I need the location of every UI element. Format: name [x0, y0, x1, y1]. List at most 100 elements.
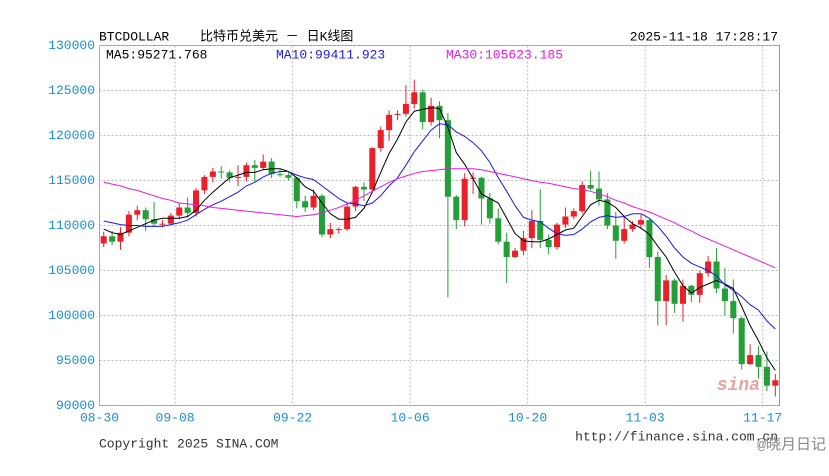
candle-body [285, 175, 292, 178]
x-tick-label: 11-03 [626, 410, 665, 425]
candle-body [352, 186, 359, 207]
candle-body [503, 241, 510, 257]
candle-body [234, 176, 242, 178]
candle-body [402, 104, 409, 114]
candle-body [486, 198, 493, 219]
candle-body [453, 196, 460, 221]
candle-body [461, 178, 468, 221]
candle-body [663, 280, 670, 302]
candle-body [721, 288, 728, 302]
candle-body [293, 177, 300, 202]
candle-body [696, 273, 703, 295]
candle-body [436, 105, 443, 121]
candle-body [377, 130, 384, 149]
y-tick-label: 125000 [48, 83, 95, 98]
candle-body [302, 201, 309, 208]
candle-body [478, 177, 485, 199]
timestamp: 2025-11-18 17:28:17 [630, 29, 778, 44]
candle-body [646, 220, 653, 257]
x-tick-label: 08-30 [80, 410, 119, 425]
x-tick-label: 11-17 [743, 410, 782, 425]
plot-area: 90000 95000 100000 105000 110000 115000 120000… [48, 38, 782, 426]
legend-entry: MA5:95271.768 [106, 47, 207, 62]
candle-body [176, 207, 183, 216]
candle-body [747, 355, 754, 365]
candle-body [562, 216, 569, 225]
symbol: BTCDOLLAR [99, 29, 169, 44]
candle-body [637, 220, 645, 225]
candle-body [310, 195, 317, 208]
candle-body [193, 190, 200, 213]
candle-body [184, 207, 191, 213]
candle-body [554, 224, 561, 248]
candle-body [679, 285, 686, 304]
candle-body [369, 148, 376, 190]
watermark: sina [717, 376, 760, 396]
candle-body [125, 214, 132, 233]
candle-body [705, 261, 712, 274]
candle-body [495, 218, 502, 242]
candle-body [428, 105, 435, 122]
candle-body [251, 165, 258, 168]
candle-body [772, 380, 779, 386]
candle-body [419, 92, 426, 122]
y-tick-label: 115000 [48, 173, 95, 188]
candle-body [327, 229, 334, 235]
candle-body [621, 229, 628, 241]
source-url: http://finance.sina.com.cn [575, 429, 778, 444]
candle-body [604, 199, 611, 226]
y-tick-label: 100000 [48, 308, 95, 323]
candle-body [545, 239, 552, 248]
candle-body [276, 174, 284, 176]
y-tick-label: 120000 [48, 128, 95, 143]
x-tick-label: 10-20 [508, 410, 547, 425]
candle-body [730, 301, 737, 319]
x-tick-label: 09-08 [156, 410, 195, 425]
candle-body [134, 210, 141, 215]
candle-body [386, 114, 393, 131]
y-tick-label: 110000 [48, 218, 95, 233]
candle-body [528, 221, 535, 239]
candle-body [360, 186, 367, 190]
candle-body [260, 161, 267, 168]
candle-body [226, 172, 233, 178]
candle-body [520, 238, 527, 251]
ma-line [103, 107, 776, 371]
candle-body [159, 223, 166, 225]
candle-body [243, 165, 250, 177]
x-tick-label: 09-22 [273, 410, 312, 425]
legend-entry: MA30:105623.185 [446, 47, 563, 62]
candle-body [579, 185, 586, 212]
candle-body [763, 366, 770, 386]
candle-body [344, 206, 351, 230]
candle-body [117, 232, 124, 242]
candle-body [151, 219, 158, 224]
candle-body [444, 120, 451, 197]
copyright: Copyright 2025 SINA.COM [99, 436, 278, 451]
candle-body [755, 355, 762, 367]
candle-body [671, 280, 678, 304]
candle-body [570, 211, 577, 217]
candle-body [167, 215, 174, 224]
candle-body [100, 236, 107, 244]
candle-body [201, 176, 208, 191]
y-tick-label: 95000 [56, 353, 95, 368]
candle-body [142, 210, 149, 220]
candle-body [738, 318, 745, 365]
candle-body [394, 113, 401, 115]
candle-body [713, 261, 720, 289]
ma-line [103, 123, 776, 330]
y-tick-label: 90000 [56, 398, 95, 413]
x-tick-label: 10-06 [391, 410, 430, 425]
candle-body [335, 229, 342, 231]
ma-line [103, 168, 776, 269]
y-tick-label: 130000 [48, 38, 95, 53]
credit: @晓月日记 [757, 436, 826, 454]
candle-body [654, 257, 661, 302]
candle-body [612, 225, 619, 241]
y-tick-label: 105000 [48, 263, 95, 278]
candle-body [587, 185, 594, 189]
candle-body [318, 195, 325, 235]
